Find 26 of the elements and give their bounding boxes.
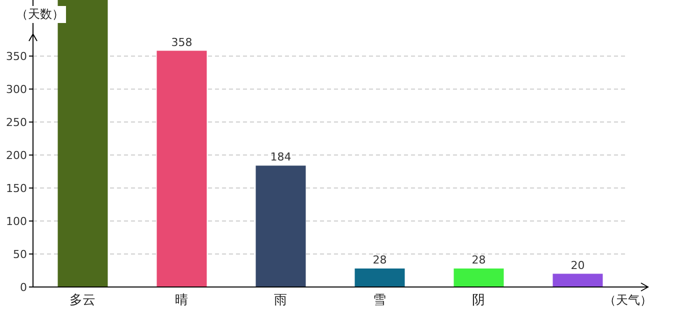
bar [354, 268, 405, 287]
bar [58, 0, 108, 287]
y-tick-label: 250 [6, 116, 27, 129]
x-tick-label: 阴 [472, 293, 485, 308]
y-tick-label: 50 [13, 248, 27, 261]
y-tick-label: 100 [6, 214, 27, 228]
bar [454, 268, 504, 287]
x-tick-label: 雨 [274, 293, 287, 308]
data-label: 184 [270, 150, 292, 164]
data-label: 20 [570, 258, 585, 272]
data-label: 28 [372, 254, 387, 267]
y-axis-title: （天数） [14, 6, 66, 23]
y-tick-label: 200 [6, 148, 27, 162]
x-tick-label: 雪 [373, 293, 386, 308]
data-label: 358 [171, 36, 192, 49]
bar [156, 50, 207, 287]
bar [256, 166, 306, 287]
y-tick-label: 350 [6, 50, 27, 63]
x-axis-title: （天气） [604, 292, 652, 309]
data-label: 28 [472, 254, 486, 267]
y-tick-label: 150 [6, 182, 27, 195]
x-tick-label: 多云 [70, 293, 96, 308]
y-tick-label: 300 [6, 82, 27, 96]
bar [552, 274, 603, 287]
x-tick-label: 晴 [175, 293, 188, 308]
y-tick-label: 0 [20, 280, 27, 294]
